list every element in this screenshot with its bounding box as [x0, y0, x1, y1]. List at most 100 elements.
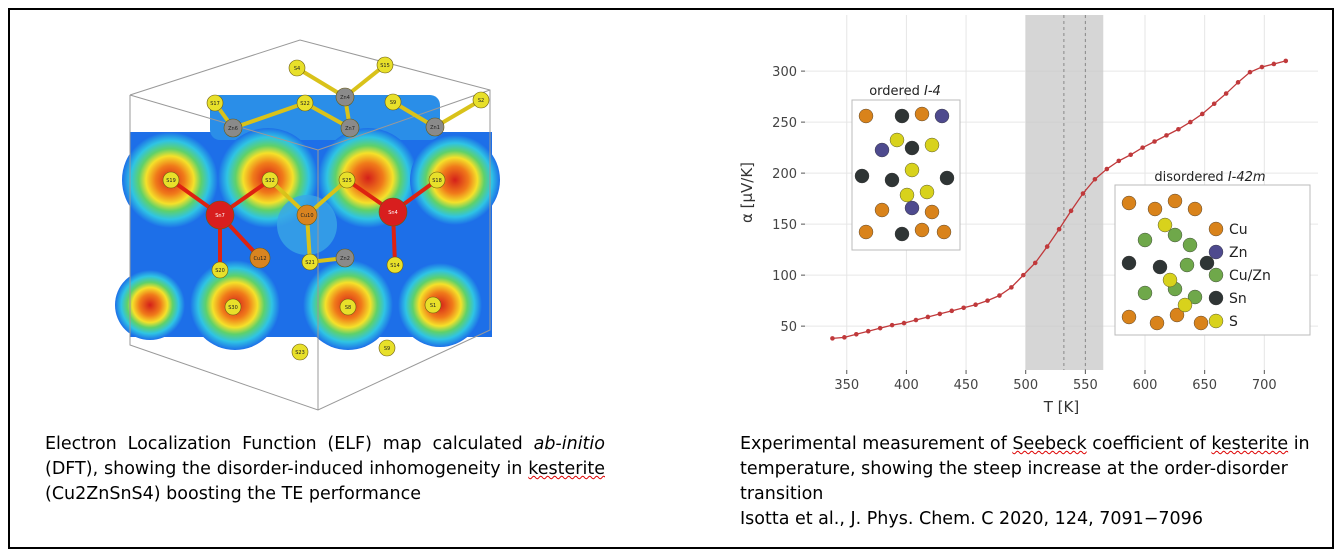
crystal-atom [1152, 259, 1168, 275]
caption-text: Electron Localization Function (ELF) map… [45, 434, 534, 454]
atom-label: S2 [478, 98, 484, 104]
crystal-atom [924, 137, 940, 153]
crystal-atom [1147, 201, 1163, 217]
data-point [1271, 61, 1277, 67]
atom-label: S23 [295, 350, 305, 356]
atoms: S4 S15 S17 S22 Zn4 S9 S2 Zn6 Zn7 Zn1 S19 S32 S25 S18 S… [162, 56, 490, 361]
data-point [949, 308, 955, 314]
atom-label: S20 [215, 268, 225, 274]
atom [301, 253, 319, 271]
atom [205, 200, 235, 230]
data-point [842, 335, 847, 340]
atom [211, 261, 229, 279]
inset-title-text: disordered [1154, 170, 1223, 185]
frame [8, 8, 1334, 549]
atom-label: S22 [300, 101, 310, 107]
crystal-atom [1177, 297, 1193, 313]
legend-label: Cu [1229, 222, 1248, 238]
crystal-atom [919, 184, 935, 200]
data-point [1152, 139, 1157, 144]
data-point [985, 298, 990, 303]
x-tick-label: 650 [1192, 378, 1217, 393]
data-point [1068, 208, 1074, 214]
caption-text: Seebeck [1012, 434, 1087, 454]
data-point [1235, 80, 1241, 85]
atom-label: S32 [265, 178, 275, 184]
inset-title-symbol: I-42m [1228, 170, 1266, 185]
reference: Isotta et al., J. Phys. Chem. C 2020, 12… [740, 509, 1203, 529]
atom-label: Zn4 [340, 95, 350, 101]
atom-label: S1 [430, 303, 436, 309]
crystal-atom [1187, 201, 1203, 217]
legend-swatch [1208, 290, 1224, 306]
caption-text: (DFT), showing the disorder-induced inho… [45, 459, 529, 479]
atom [386, 256, 404, 274]
atom-label: Zn7 [345, 126, 355, 132]
crystal-atom [1179, 257, 1195, 273]
data-point [961, 305, 966, 311]
data-point [937, 311, 943, 317]
crystal-atom [904, 162, 920, 178]
legend-label: Sn [1229, 291, 1247, 307]
y-tick-label: 150 [772, 218, 797, 233]
crystal-atom [874, 142, 890, 158]
bond [232, 101, 306, 130]
data-point [877, 325, 883, 331]
atom-label: Cu10 [300, 213, 313, 219]
data-point [901, 320, 907, 326]
transition-band [1025, 15, 1104, 370]
y-tick-label: 50 [780, 320, 797, 335]
atom [296, 204, 318, 226]
crystal-atom [1182, 237, 1198, 253]
crystal-atom [914, 222, 930, 238]
atom [384, 93, 402, 111]
x-tick-label: 550 [1073, 378, 1098, 393]
crystal-atom [884, 172, 900, 188]
data-point [1188, 119, 1193, 125]
atom-label: Sn7 [215, 213, 225, 219]
crystal-atom [1121, 309, 1137, 325]
atom [288, 59, 306, 77]
legend-label: S [1229, 314, 1238, 330]
elf-map [115, 39, 500, 411]
data-point [1009, 285, 1014, 290]
atom-label: S17 [210, 101, 220, 107]
crystal-atom [894, 226, 910, 242]
y-tick-label: 250 [772, 116, 797, 131]
data-point [1128, 152, 1133, 158]
y-tick-label: 200 [772, 167, 797, 182]
crystal-atom [889, 132, 905, 148]
caption-text: (Cu2ZnSnS4) boosting the TE performance [45, 484, 421, 504]
caption-text: coefficient of [1086, 434, 1212, 454]
data-point [1104, 166, 1110, 172]
caption-text: kesterite [528, 459, 605, 479]
atom-label: S25 [342, 178, 352, 184]
atom [261, 171, 279, 189]
crystal-atom [914, 106, 930, 122]
data-point [1021, 272, 1026, 278]
inset-title-symbol: I-4 [924, 84, 941, 99]
atom-label: Sn4 [388, 210, 398, 216]
bond [295, 66, 347, 99]
data-point [1223, 91, 1229, 96]
data-point [1140, 145, 1145, 150]
atom-label: S21 [305, 260, 315, 266]
caption-text: Experimental measurement of [740, 434, 1013, 454]
atom-label: S30 [228, 305, 238, 311]
crystal-atom [1137, 232, 1153, 248]
crystal-atom [1121, 255, 1137, 271]
x-tick-label: 500 [1013, 378, 1038, 393]
x-tick-label: 350 [834, 378, 859, 393]
crystal-atom [924, 204, 940, 220]
crystal-atom [936, 224, 952, 240]
data-point [854, 331, 859, 337]
atom [339, 298, 357, 316]
atom [340, 118, 360, 138]
atom [296, 94, 314, 112]
atom-label: Zn1 [430, 125, 440, 131]
atom-label: S9 [390, 100, 396, 106]
atom [291, 343, 309, 361]
inset-title: ordered I-4 [869, 84, 941, 99]
atom-label: S18 [432, 178, 442, 184]
